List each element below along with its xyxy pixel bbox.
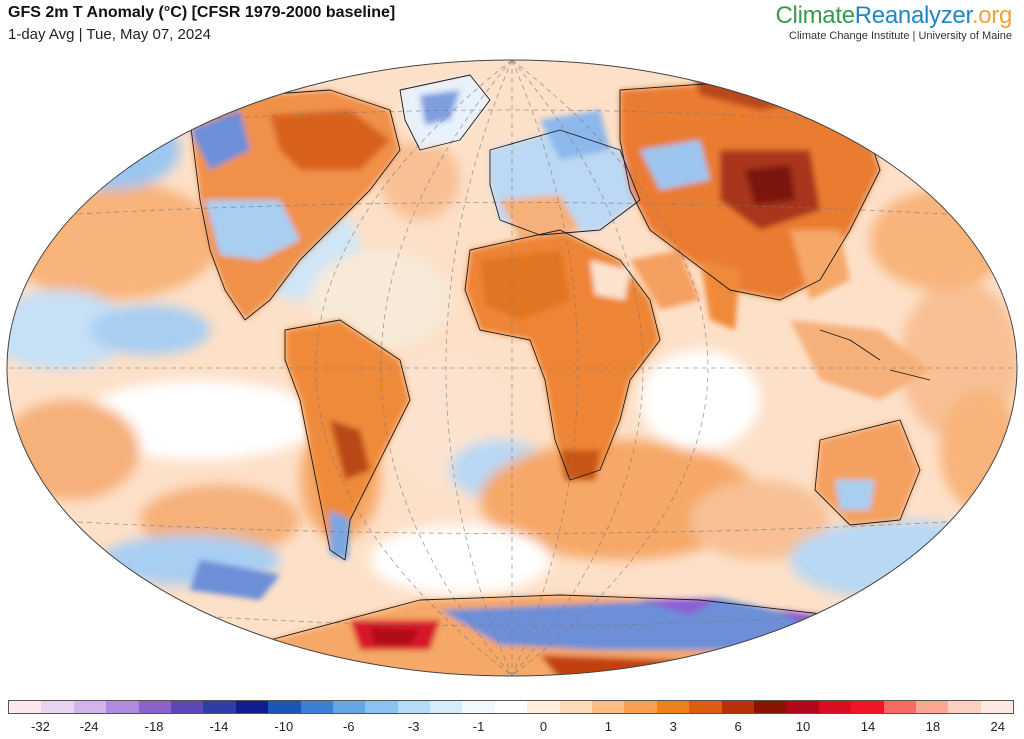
legend-tick-label: -18	[144, 719, 164, 734]
legend-swatch	[268, 701, 301, 713]
legend-swatch	[365, 701, 398, 713]
legend-swatch	[786, 701, 819, 713]
legend-swatch	[527, 701, 560, 713]
legend-swatch	[106, 701, 139, 713]
legend-swatch	[818, 701, 852, 713]
map-title: GFS 2m T Anomaly (°C) [CFSR 1979-2000 ba…	[8, 4, 396, 21]
legend-tick-label: 18	[925, 719, 941, 734]
legend-swatch	[689, 701, 722, 713]
legend-swatch	[948, 701, 981, 713]
brand: ClimateReanalyzer.org Climate Change Ins…	[776, 2, 1013, 42]
logo-part-reanalyzer: Reanalyzer	[854, 2, 972, 29]
brand-tagline: Climate Change Institute | University of…	[789, 30, 1012, 42]
legend-swatch	[656, 701, 690, 713]
legend-tick-label: -1	[472, 719, 485, 734]
header: GFS 2m T Anomaly (°C) [CFSR 1979-2000 ba…	[8, 4, 395, 43]
legend-swatch	[851, 701, 884, 713]
legend-tick-label: -32	[31, 719, 50, 734]
legend-tick-label: -10	[274, 719, 294, 734]
legend-swatch	[203, 701, 236, 713]
legend-tick-label: 6	[734, 719, 742, 734]
legend-swatch	[494, 701, 528, 713]
legend-swatch	[170, 701, 204, 713]
legend-swatch	[73, 701, 107, 713]
legend-tick-label: 1	[604, 719, 612, 734]
legend-tick-label: 10	[795, 719, 811, 734]
legend-swatch	[980, 701, 1014, 713]
legend-tick-label: -14	[209, 719, 229, 734]
legend-tick-label: 14	[860, 719, 876, 734]
map-subtitle: 1-day Avg | Tue, May 07, 2024	[8, 26, 211, 43]
legend-swatch	[397, 701, 431, 713]
legend-swatch	[753, 701, 787, 713]
legend-tick-label: 24	[990, 719, 1005, 734]
legend-swatch	[624, 701, 657, 713]
brand-logo[interactable]: ClimateReanalyzer.org	[776, 2, 1013, 30]
legend-swatch	[462, 701, 495, 713]
legend-tick-label: -6	[342, 719, 355, 734]
logo-part-org: .org	[971, 2, 1012, 29]
legend-swatch	[235, 701, 269, 713]
legend-swatch	[9, 701, 42, 713]
legend-swatch	[883, 701, 916, 713]
legend-tick-label: -24	[79, 719, 99, 734]
legend-swatch	[915, 701, 949, 713]
color-legend-bar	[8, 700, 1014, 714]
legend-tick-label: 0	[539, 719, 548, 734]
legend-swatch	[41, 701, 74, 713]
legend-tick-label: -3	[407, 719, 420, 734]
legend-swatch	[138, 701, 171, 713]
map-border	[6, 59, 1018, 677]
logo-part-climate: Climate	[775, 2, 856, 29]
legend-swatch	[332, 701, 366, 713]
legend-swatch	[430, 701, 463, 713]
color-legend-labels: -32-24-18-14-10-6-3-101361014182432	[8, 719, 1014, 735]
legend-swatch	[300, 701, 333, 713]
legend-swatch	[721, 701, 754, 713]
legend-tick-label: 3	[669, 719, 677, 734]
legend-swatch	[559, 701, 593, 713]
graticule	[7, 60, 1017, 676]
legend-swatch	[592, 701, 625, 713]
